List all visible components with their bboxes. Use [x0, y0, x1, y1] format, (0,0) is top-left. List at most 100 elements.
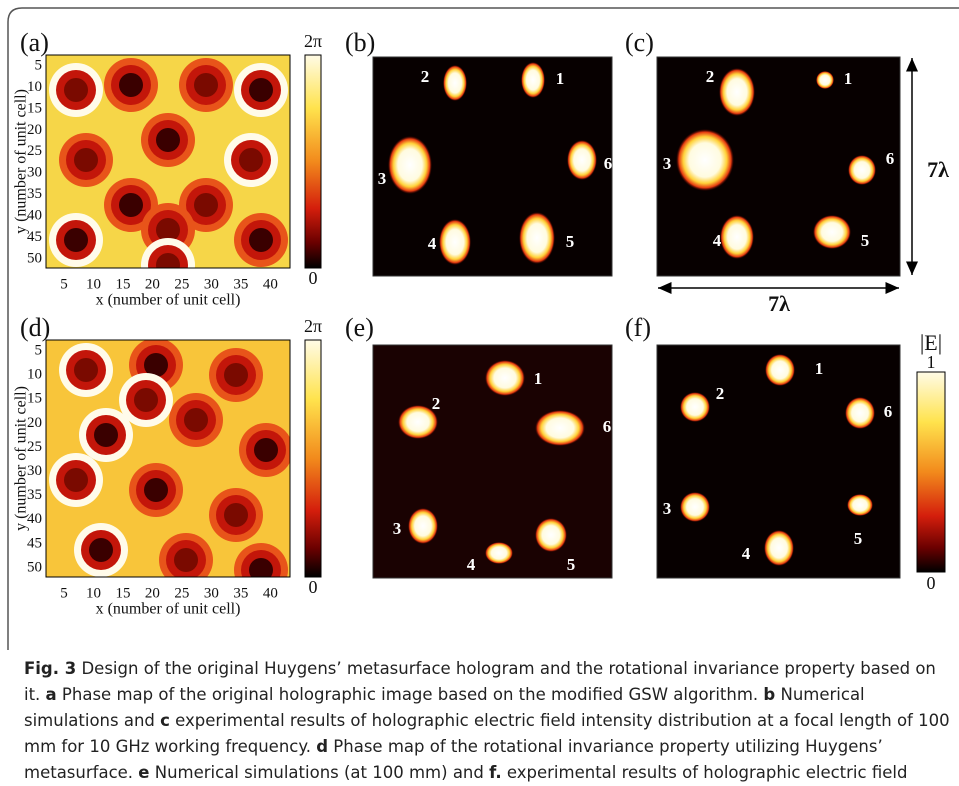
frame [7, 7, 959, 786]
phase-core [194, 193, 218, 217]
y-tick-label: 10 [27, 79, 42, 95]
phase-core [134, 388, 158, 412]
spot-label: 1 [844, 69, 853, 88]
x-tick-label: 25 [174, 276, 189, 292]
spot-label: 6 [604, 154, 613, 173]
phase-core [74, 148, 98, 172]
y-tick-label: 40 [27, 511, 42, 527]
phase-map [46, 340, 290, 577]
caption-bold: c [160, 711, 170, 730]
colorbar [304, 339, 322, 578]
phase-core [144, 353, 168, 377]
phase-core [64, 228, 88, 252]
spot-label: 5 [861, 231, 870, 250]
focal-spot [765, 354, 795, 386]
x-tick-label: 10 [86, 276, 101, 292]
phase-core [156, 128, 180, 152]
phase-core [184, 408, 208, 432]
y-tick-label: 25 [27, 143, 42, 159]
focal-spot [719, 68, 755, 116]
caption-text: Numerical simulations and [24, 685, 865, 730]
spot-label: 4 [713, 231, 722, 250]
caption-text: Phase map of the rotational invariance p… [24, 737, 883, 782]
focal-spot [847, 494, 873, 516]
field-colorbar [916, 371, 946, 573]
y-tick-label: 25 [27, 439, 42, 455]
focal-spot [485, 542, 513, 564]
spot-label: 2 [432, 394, 441, 413]
phase-core [119, 73, 143, 97]
phase-core [156, 253, 180, 268]
focal-spot [680, 492, 710, 522]
colorbar-min: 0 [309, 577, 318, 597]
x-tick-label: 5 [60, 585, 68, 601]
x-axis-label: x (number of unit cell) [96, 292, 241, 309]
phase-core [74, 358, 98, 382]
caption-bold: e [138, 763, 150, 782]
field-colorbar-max: 1 [927, 352, 936, 372]
colorbar-max: 2π [304, 31, 322, 51]
spot-label: 1 [556, 69, 565, 88]
phase-core [224, 363, 248, 387]
field-colorbar-min: 0 [927, 573, 936, 593]
colorbar-max: 2π [304, 316, 322, 336]
panel-label: (e) [345, 313, 374, 342]
y-tick-label: 20 [27, 415, 42, 431]
spot-label: 4 [742, 544, 751, 563]
x-tick-label: 20 [145, 276, 160, 292]
spot-label: 2 [706, 67, 715, 86]
phase-core [249, 78, 273, 102]
y-tick-label: 5 [35, 342, 43, 358]
scale-label: 7λ [927, 157, 949, 182]
x-tick-label: 35 [233, 276, 248, 292]
y-tick-label: 15 [27, 391, 42, 407]
caption-text: Numerical simulations (at 100 mm) and [149, 763, 490, 782]
x-tick-label: 5 [60, 276, 68, 292]
spot-label: 1 [815, 359, 824, 378]
phase-core [194, 73, 218, 97]
focal-spot [535, 518, 567, 552]
spot-label: 3 [378, 169, 387, 188]
x-axis-label: x (number of unit cell) [96, 601, 241, 618]
x-tick-label: 35 [233, 585, 248, 601]
y-tick-label: 15 [27, 100, 42, 116]
y-tick-label: 45 [27, 229, 42, 245]
caption-text: Design of the original Huygens’ metasurf… [24, 659, 936, 704]
x-tick-label: 10 [86, 585, 101, 601]
spot-label: 2 [421, 67, 430, 86]
spot-label: 3 [663, 154, 672, 173]
y-tick-label: 40 [27, 208, 42, 224]
y-tick-label: 30 [27, 165, 42, 181]
phase-core [239, 148, 263, 172]
spot-label: 4 [467, 555, 476, 574]
caption-bold: a [45, 685, 57, 704]
focal-spot [680, 392, 710, 422]
focal-spot [567, 140, 597, 180]
y-tick-label: 45 [27, 535, 42, 551]
caption-bold: Fig. 3 [24, 659, 77, 678]
focal-spot [676, 129, 734, 191]
panel-label: (a) [20, 28, 49, 57]
focal-spot [485, 360, 525, 396]
panel-label: (c) [625, 28, 654, 57]
caption-text: Phase map of the original holographic im… [56, 685, 764, 704]
focal-spot [816, 71, 834, 89]
colorbar-min: 0 [309, 268, 318, 288]
phase-core [119, 193, 143, 217]
y-axis-label: y (number of unit cell) [13, 386, 30, 531]
focal-spot [845, 397, 875, 429]
x-tick-label: 25 [174, 585, 189, 601]
x-tick-label: 20 [145, 585, 160, 601]
x-tick-label: 30 [204, 585, 219, 601]
spot-label: 3 [663, 499, 672, 518]
scale-label: 7λ [768, 291, 790, 316]
spot-label: 6 [886, 149, 895, 168]
y-tick-label: 30 [27, 463, 42, 479]
y-tick-label: 35 [27, 186, 42, 202]
focal-spot [388, 136, 432, 194]
phase-core [64, 78, 88, 102]
spot-label: 6 [884, 402, 893, 421]
spot-label: 3 [393, 519, 402, 538]
